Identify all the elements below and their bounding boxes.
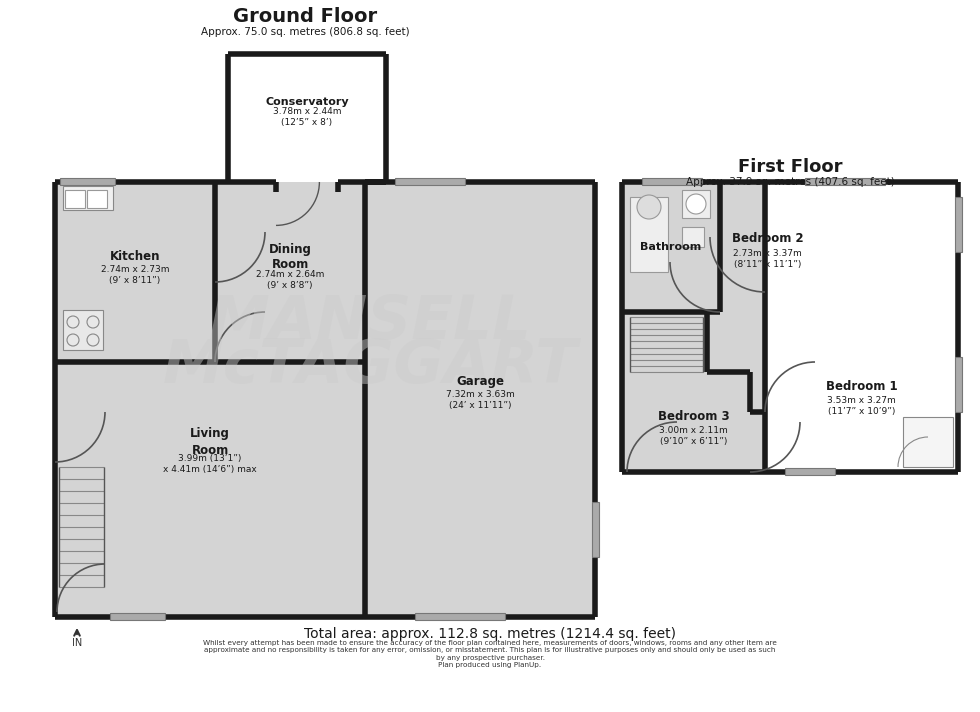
Bar <box>228 54 386 182</box>
Text: Garage: Garage <box>456 375 504 389</box>
Bar <box>903 417 953 467</box>
Text: Kitchen: Kitchen <box>110 251 161 263</box>
Bar <box>785 468 835 475</box>
Text: Bedroom 2: Bedroom 2 <box>732 233 804 246</box>
Text: Dining
Room: Dining Room <box>269 243 312 271</box>
Text: Bedroom 3: Bedroom 3 <box>658 411 729 424</box>
Text: IN: IN <box>72 638 82 648</box>
Bar <box>63 310 103 350</box>
Text: Approx. 37.9 sq. metres (407.6 sq. feet): Approx. 37.9 sq. metres (407.6 sq. feet) <box>686 177 895 187</box>
Text: Ground Floor: Ground Floor <box>233 8 377 26</box>
Text: Bathroom: Bathroom <box>640 242 702 252</box>
Bar <box>622 182 958 472</box>
Bar <box>63 186 113 210</box>
Bar <box>955 197 962 252</box>
Bar <box>87 190 107 208</box>
Bar <box>65 190 85 208</box>
Bar <box>110 613 165 620</box>
Text: 3.00m x 2.11m
(9’10” x 6’11”): 3.00m x 2.11m (9’10” x 6’11”) <box>660 426 728 446</box>
Bar <box>682 227 704 247</box>
Text: 3.99m (13’1”)
x 4.41m (14’6”) max: 3.99m (13’1”) x 4.41m (14’6”) max <box>163 454 257 474</box>
Bar <box>592 502 599 557</box>
Bar <box>955 357 962 412</box>
Bar <box>642 178 702 185</box>
Text: McTAGGART: McTAGGART <box>163 337 577 397</box>
Bar <box>60 178 115 185</box>
Text: Bedroom 1: Bedroom 1 <box>826 380 898 394</box>
Text: Living
Room: Living Room <box>190 427 230 456</box>
Text: MANSELL: MANSELL <box>209 293 531 352</box>
Text: 3.78m x 2.44m
(12’5” x 8’): 3.78m x 2.44m (12’5” x 8’) <box>272 107 341 127</box>
Text: Total area: approx. 112.8 sq. metres (1214.4 sq. feet): Total area: approx. 112.8 sq. metres (12… <box>304 627 676 641</box>
Text: 7.32m x 3.63m
(24’ x 11’11”): 7.32m x 3.63m (24’ x 11’11”) <box>446 390 514 410</box>
Bar <box>630 197 668 272</box>
Text: Conservatory: Conservatory <box>266 97 349 107</box>
Text: First Floor: First Floor <box>738 158 842 176</box>
Text: Approx. 75.0 sq. metres (806.8 sq. feet): Approx. 75.0 sq. metres (806.8 sq. feet) <box>201 27 410 37</box>
Circle shape <box>686 194 706 214</box>
Bar <box>55 182 595 617</box>
Text: 2.73m x 3.37m
(8’11” x 11’1”): 2.73m x 3.37m (8’11” x 11’1”) <box>733 249 802 269</box>
Bar <box>395 178 465 185</box>
Bar <box>415 613 505 620</box>
Text: 2.74m x 2.73m
(9’ x 8’11”): 2.74m x 2.73m (9’ x 8’11”) <box>101 265 170 285</box>
Bar <box>682 190 710 218</box>
Bar <box>805 178 885 185</box>
Circle shape <box>637 195 661 219</box>
Bar <box>765 182 958 472</box>
Text: Whilst every attempt has been made to ensure the accuracy of the floor plan cont: Whilst every attempt has been made to en… <box>203 640 777 669</box>
Text: 3.53m x 3.27m
(11’7” x 10’9”): 3.53m x 3.27m (11’7” x 10’9”) <box>827 396 896 416</box>
Text: 2.74m x 2.64m
(9’ x 8’8”): 2.74m x 2.64m (9’ x 8’8”) <box>256 270 324 290</box>
